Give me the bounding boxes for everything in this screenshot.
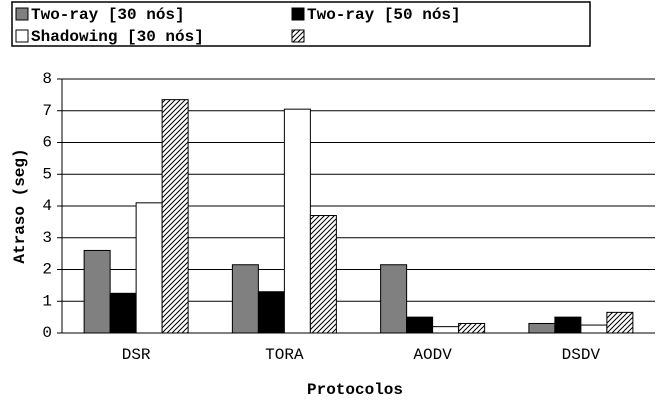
legend-label: Two-ray [50 nós]	[307, 6, 461, 24]
bar	[528, 322, 556, 334]
legend-label: Shadowing [30 nós]	[31, 28, 204, 46]
bar	[554, 316, 582, 334]
legend-label: Two-ray [30 nós]	[31, 6, 185, 24]
x-tick-label: DSR	[122, 346, 151, 364]
bar	[580, 324, 608, 334]
y-axis-label: Atraso (seg)	[11, 148, 29, 263]
y-tick-label: 6	[42, 134, 52, 152]
bar	[135, 202, 163, 334]
x-axis-label: Protocolos	[307, 381, 403, 399]
bar	[406, 316, 434, 334]
y-tick-label: 0	[42, 324, 52, 342]
bar	[432, 326, 460, 334]
x-tick-label: AODV	[413, 346, 452, 364]
bar	[231, 264, 259, 334]
bar	[606, 311, 634, 334]
legend-swatch	[15, 7, 29, 21]
legend-swatch	[291, 29, 305, 43]
bar	[109, 292, 137, 334]
y-tick-label: 1	[42, 292, 52, 310]
y-tick-label: 8	[42, 70, 52, 88]
y-tick-label: 3	[42, 229, 52, 247]
legend-box	[11, 1, 591, 47]
bar	[458, 322, 486, 334]
bar	[83, 249, 111, 334]
y-tick-label: 7	[42, 102, 52, 120]
legend-swatch	[291, 7, 305, 21]
bar	[161, 99, 189, 334]
bar	[380, 264, 408, 334]
x-tick-label: TORA	[265, 346, 304, 364]
y-tick-label: 2	[42, 261, 52, 279]
y-tick-label: 4	[42, 197, 52, 215]
bar	[309, 215, 337, 334]
y-tick-label: 5	[42, 165, 52, 183]
x-tick-label: DSDV	[562, 346, 601, 364]
bar	[257, 291, 285, 334]
bar	[283, 108, 311, 334]
legend-swatch	[15, 29, 29, 43]
